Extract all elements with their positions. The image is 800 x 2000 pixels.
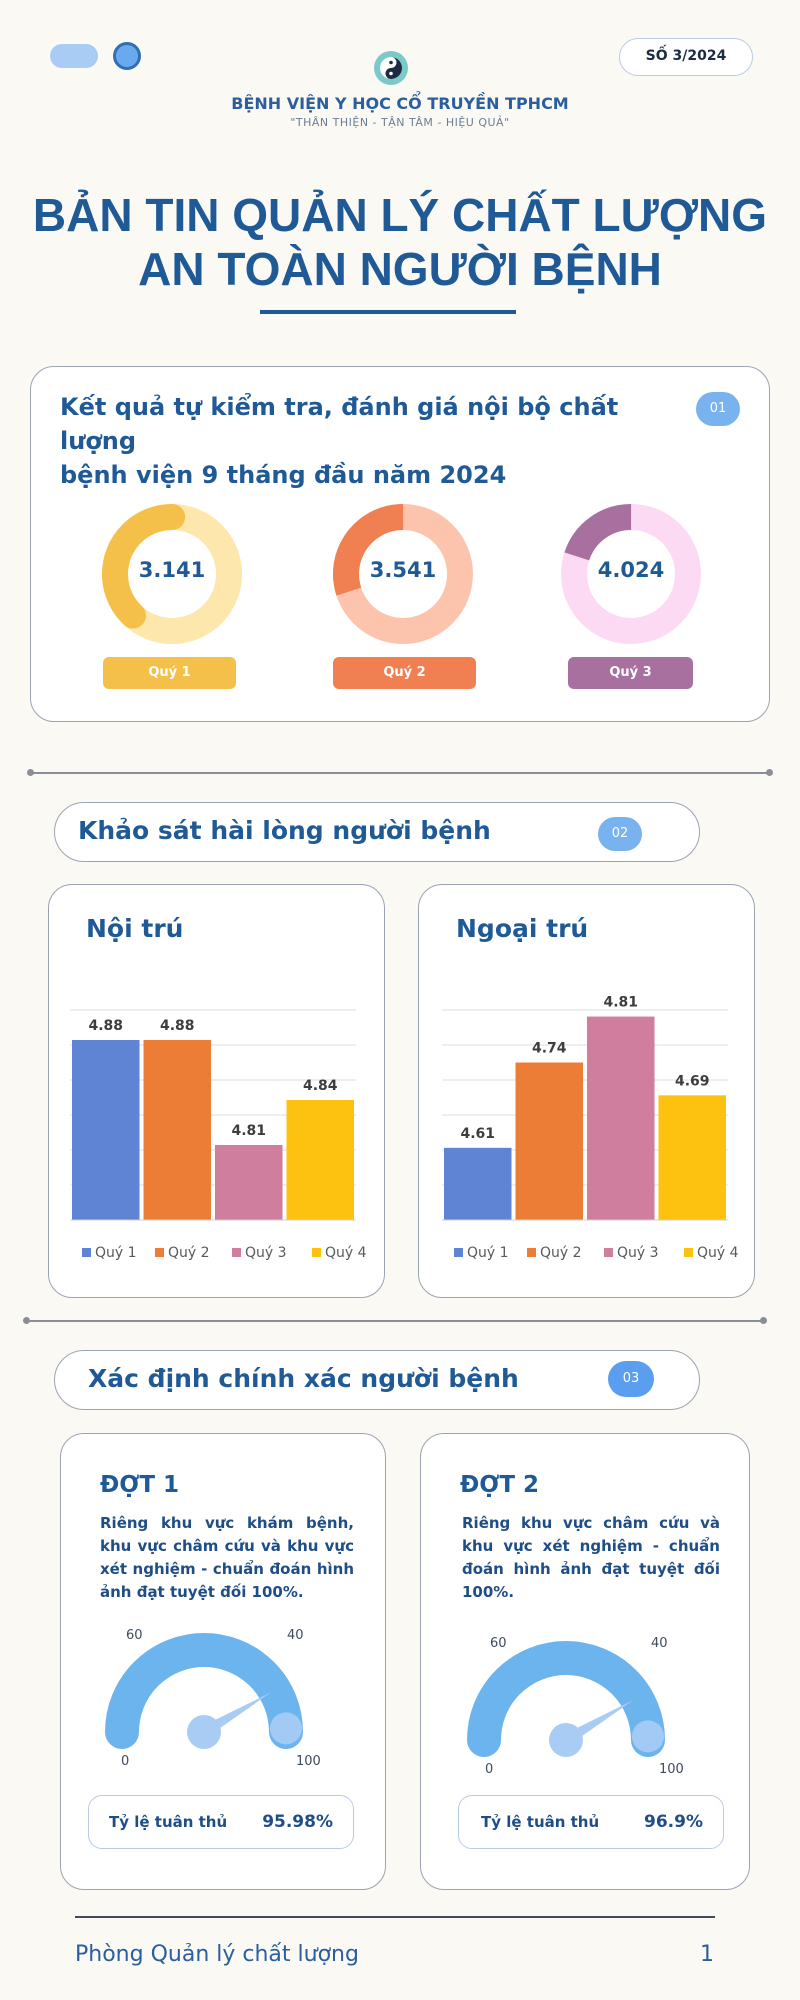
gauge-arc [467,1641,665,1757]
round2-gauge-label-100: 100 [659,1762,684,1777]
section2-title: Khảo sát hài lòng người bệnh [78,816,491,845]
round1-gauge-label-0: 0 [121,1754,130,1769]
round2-compliance-box: Tỷ lệ tuân thủ 96.9% [458,1795,724,1849]
data-label: 4.61 [460,1126,495,1142]
section-divider [27,769,773,775]
donut-segment [102,504,242,644]
bar-quý-4 [286,1100,354,1220]
quarter-label-q1: Quý 1 [103,657,236,689]
data-label: 4.81 [603,995,638,1011]
bar-quý-3 [587,1016,655,1220]
gauge-hub [187,1715,221,1749]
round1-title: ĐỢT 1 [100,1472,180,1498]
section2-badge: 02 [598,817,642,851]
decorative-pill [50,44,98,68]
inpatient-bar-chart: 4.88 4.88 4.81 4.84 Quý 1 Quý 2 Quý 3 Quý 4 [70,1009,367,1261]
hospital-name: BỆNH VIỆN Y HỌC CỔ TRUYỀN TPHCM [231,94,569,113]
data-label: 4.88 [88,1018,123,1034]
legend-swatch [604,1248,613,1257]
donut-value-q2: 3.541 [369,558,437,582]
round2-compliance-label: Tỷ lệ tuân thủ [481,1813,600,1831]
legend-swatch [454,1248,463,1257]
round1-compliance-value: 95.98% [262,1812,333,1832]
round1-description: Riêng khu vực khám bệnh, khu vực châm cứ… [100,1514,354,1601]
section2-header [54,802,700,862]
hospital-logo-icon [374,51,408,85]
bar-quý-3 [215,1145,283,1220]
section1-badge: 01 [696,392,740,426]
bar-quý-2 [515,1062,583,1220]
donut-value-q3: 4.024 [597,558,665,582]
data-label: 4.81 [231,1123,266,1139]
legend-label: Quý 1 [95,1245,137,1261]
legend-label: Quý 4 [325,1245,367,1261]
page-title-line1: BẢN TIN QUẢN LÝ CHẤT LƯỢNG [32,189,768,241]
legend-label: Quý 4 [697,1245,739,1261]
data-label: 4.84 [303,1078,338,1094]
round2-description: Riêng khu vực châm cứu và khu vực xét ng… [462,1514,720,1601]
round1-gauge-label-100: 100 [296,1754,321,1769]
round1-compliance-label: Tỷ lệ tuân thủ [109,1813,228,1831]
footer-divider [75,1916,715,1918]
round2-gauge [467,1641,665,1757]
section3-header [54,1350,700,1410]
legend-swatch [684,1248,693,1257]
legend-swatch [155,1248,164,1257]
donut-segment [333,504,473,644]
round2-gauge-label-40: 40 [651,1636,668,1651]
legend-swatch [82,1248,91,1257]
hospital-motto: "THÂN THIỆN - TẬN TÂM - HIỆU QUẢ" [290,116,510,129]
bar-quý-1 [72,1040,140,1220]
section-divider [23,1317,767,1323]
round1-gauge [105,1633,303,1749]
donut-chart-q3 [561,504,701,644]
bar-quý-2 [143,1040,211,1220]
donut-value-q1: 3.141 [138,558,206,582]
round1-gauge-label-60: 60 [126,1628,143,1643]
gauge-end-cap [269,1712,302,1745]
legend-label: Quý 2 [540,1245,582,1261]
gauge-hub [549,1723,583,1757]
donut-chart-q2 [333,504,473,644]
round2-gauge-label-60: 60 [490,1636,507,1651]
donut-chart-q1 [102,504,242,644]
decorative-dot [113,42,141,70]
round2-gauge-label-0: 0 [485,1762,494,1777]
section1-title-line1: Kết quả tự kiểm tra, đánh giá nội bộ chấ… [60,393,619,455]
round2-title: ĐỢT 2 [460,1472,540,1498]
bar-quý-1 [444,1147,512,1220]
inpatient-chart-title: Nội trú [86,914,184,943]
section1-title-line2: bệnh viện 9 tháng đầu năm 2024 [60,461,507,489]
data-label: 4.88 [160,1018,195,1034]
section3-title: Xác định chính xác người bệnh [88,1364,519,1393]
round1-gauge-label-40: 40 [287,1628,304,1643]
section3-badge: 03 [608,1361,654,1397]
round2-compliance-value: 96.9% [644,1812,703,1832]
section1-title: Kết quả tự kiểm tra, đánh giá nội bộ chấ… [60,390,700,492]
outpatient-bar-chart: 4.61 4.74 4.81 4.69 Quý 1 Quý 2 Quý 3 Quý 4 [442,995,739,1261]
legend-swatch [232,1248,241,1257]
outpatient-card [418,884,755,1298]
title-underline [260,310,516,314]
page-number: 1 [700,1942,714,1967]
legend-label: Quý 3 [245,1245,287,1261]
issue-number: SỐ 3/2024 [619,38,753,76]
bar-quý-4 [658,1095,726,1220]
footer-department: Phòng Quản lý chất lượng [75,1942,359,1967]
data-label: 4.74 [532,1041,567,1057]
legend-label: Quý 1 [467,1245,509,1261]
page-title-line2: AN TOÀN NGƯỜI BỆNH [138,243,662,295]
quarter-label-q2: Quý 2 [333,657,476,689]
gauge-arc [105,1633,303,1749]
round1-compliance-box: Tỷ lệ tuân thủ 95.98% [88,1795,354,1849]
legend-label: Quý 2 [168,1245,210,1261]
page-title: BẢN TIN QUẢN LÝ CHẤT LƯỢNG AN TOÀN NGƯỜI… [30,188,770,296]
data-label: 4.69 [675,1073,710,1089]
legend-swatch [527,1248,536,1257]
gauge-end-cap [631,1720,664,1753]
legend-swatch [312,1248,321,1257]
legend-label: Quý 3 [617,1245,659,1261]
quarter-label-q3: Quý 3 [568,657,693,689]
outpatient-chart-title: Ngoại trú [456,914,589,943]
